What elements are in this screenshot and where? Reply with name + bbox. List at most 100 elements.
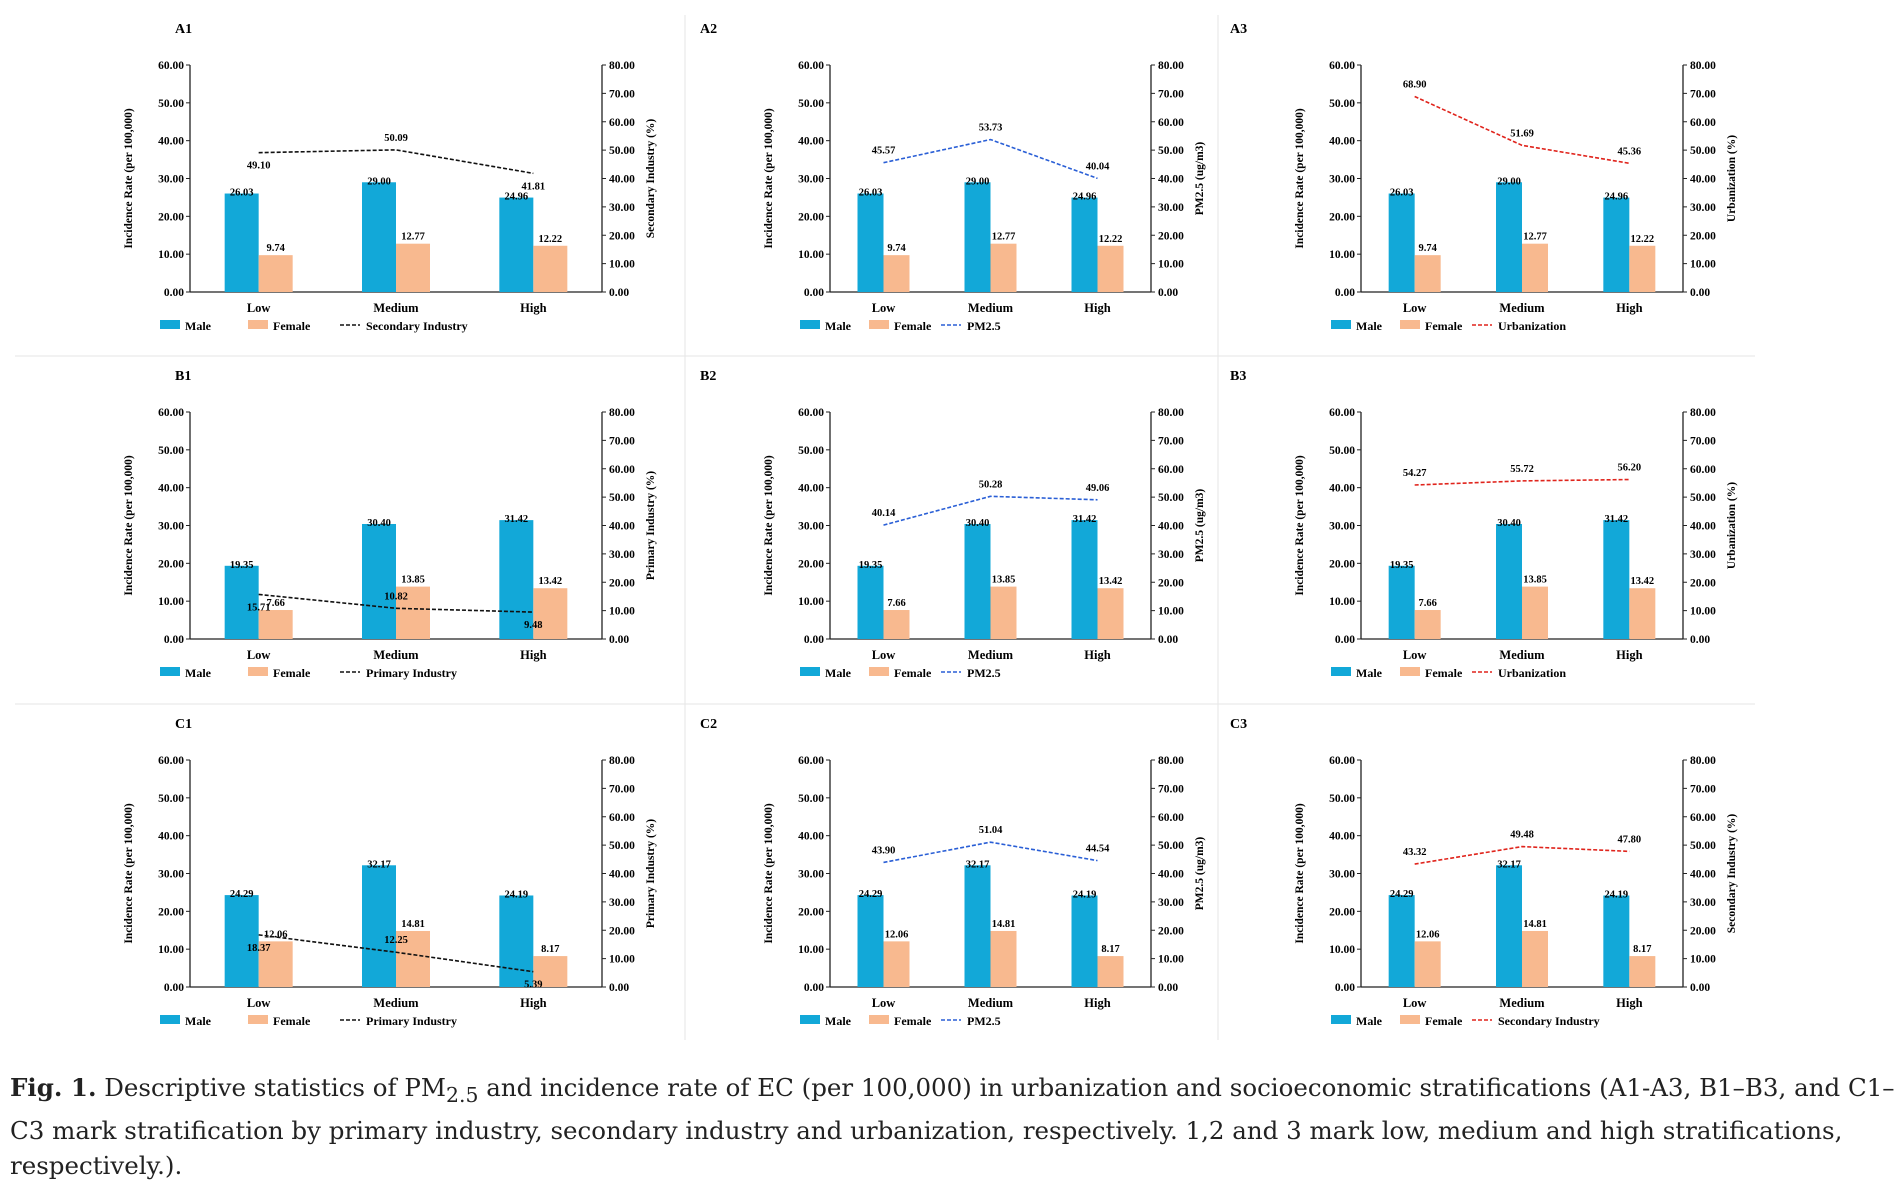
line-point-label: 18.37: [247, 943, 271, 954]
legend-label-line: Primary Industry: [366, 1014, 457, 1028]
y-tick-label: 20.00: [1329, 906, 1355, 918]
bar-label-male: 24.96: [505, 192, 529, 203]
legend-label-female: Female: [1425, 666, 1463, 680]
y2-tick-label: 80.00: [1690, 60, 1716, 72]
y-tick-label: 40.00: [1329, 831, 1355, 843]
bar-label-male: 31.42: [505, 514, 529, 525]
y-tick-label: 30.00: [798, 174, 824, 186]
panel-C3: C3 0.00 10.00 20.00 30.00 40.00 50.00 60.00 0.00…: [1230, 717, 1738, 1028]
y2-tick-label: 60.00: [1158, 812, 1184, 824]
line-pm2-5: [883, 841, 1098, 864]
bar-female-high: [1097, 956, 1124, 987]
x-tick-label: Medium: [373, 996, 419, 1010]
bar-label-female: 12.06: [1416, 929, 1440, 940]
y2-tick-label: 10.00: [1690, 259, 1716, 271]
y-tick-label: 20.00: [158, 906, 184, 918]
legend-swatch-female: [869, 1015, 889, 1024]
legend-label-male: Male: [185, 1014, 212, 1028]
y-tick-label: 60.00: [1329, 407, 1355, 419]
line-point-label: 44.54: [1086, 844, 1110, 855]
panel-C2: C2 0.00 10.00 20.00 30.00 40.00 50.00 60.00 0.00…: [700, 717, 1206, 1028]
line-point-label: 50.09: [384, 133, 408, 144]
bar-label-female: 13.85: [401, 575, 425, 586]
x-tick-label: High: [1084, 996, 1110, 1010]
y-tick-label: 10.00: [158, 249, 184, 261]
bar-female-medium: [1522, 243, 1548, 292]
bar-female-low: [883, 941, 910, 987]
y2-tick-label: 20.00: [1158, 230, 1184, 242]
y2-tick-label: 40.00: [1690, 174, 1716, 186]
panel-B1: B1 0.00 10.00 20.00 30.00 40.00 50.00 60.00 0.00…: [123, 369, 657, 680]
bar-female-low: [1414, 941, 1441, 987]
y-tick-label: 60.00: [158, 60, 184, 72]
panel-A3: A3 0.00 10.00 20.00 30.00 40.00 50.00 60.00 0.00…: [1230, 22, 1738, 333]
line-point-label: 53.73: [979, 123, 1003, 134]
y2-tick-label: 0.00: [1158, 287, 1178, 299]
y2-tick-label: 20.00: [609, 925, 635, 937]
line-point-label: 12.25: [384, 935, 408, 946]
y-tick-label: 10.00: [1329, 944, 1355, 956]
y2-tick-label: 60.00: [1690, 464, 1716, 476]
y2-tick-label: 40.00: [609, 521, 635, 533]
legend-label-male: Male: [185, 319, 212, 333]
bar-female-medium: [396, 243, 430, 292]
bar-label-female: 9.74: [266, 243, 285, 254]
y2-tick-label: 80.00: [1690, 407, 1716, 419]
x-tick-label: High: [1084, 301, 1110, 315]
y2-tick-label: 50.00: [609, 145, 635, 157]
legend-label-female: Female: [1425, 319, 1463, 333]
bar-female-medium: [396, 586, 430, 639]
y-tick-label: 60.00: [798, 60, 824, 72]
y-tick-label: 30.00: [798, 869, 824, 881]
y2-tick-label: 70.00: [609, 88, 635, 100]
line-pm2-5: [883, 495, 1098, 526]
y2-axis-title: Urbanization (%): [1726, 135, 1738, 222]
y-tick-label: 10.00: [158, 944, 184, 956]
y-tick-label: 30.00: [158, 174, 184, 186]
legend-label-line: Urbanization: [1498, 319, 1566, 333]
y-tick-label: 60.00: [158, 755, 184, 767]
y-axis-title: Incidence Rate (per 100,000): [123, 455, 135, 595]
bar-label-male: 19.35: [230, 560, 254, 571]
y2-tick-label: 20.00: [609, 230, 635, 242]
y-tick-label: 50.00: [158, 98, 184, 110]
bar-label-female: 14.81: [1523, 919, 1547, 930]
y2-tick-label: 40.00: [1158, 869, 1184, 881]
legend-label-line: Primary Industry: [366, 666, 457, 680]
y2-tick-label: 20.00: [1158, 577, 1184, 589]
panel-label-A1: A1: [175, 22, 192, 37]
bar-label-female: 9.74: [1418, 243, 1437, 254]
y2-axis-title: Primary Industry (%): [645, 819, 657, 928]
legend-swatch-male: [160, 320, 180, 329]
bar-male-high: [1071, 895, 1098, 987]
line-pm2-5: [883, 138, 1098, 180]
legend-swatch-male: [1331, 320, 1351, 329]
y-tick-label: 10.00: [798, 596, 824, 608]
bar-male-high: [1603, 520, 1630, 639]
legend-swatch-male: [160, 667, 180, 676]
bar-label-male: 24.29: [859, 889, 883, 900]
y-tick-label: 20.00: [1329, 558, 1355, 570]
figure-caption: Fig. 1. Descriptive statistics of PM2.5 …: [10, 1070, 1895, 1183]
caption-subscript: 2.5: [445, 1082, 479, 1107]
line-point-label: 56.20: [1618, 463, 1642, 474]
y2-tick-label: 0.00: [609, 634, 629, 646]
line-point-label: 40.14: [872, 508, 896, 519]
y-tick-label: 50.00: [1329, 793, 1355, 805]
legend-label-line: PM2.5: [967, 1014, 1001, 1028]
bar-label-female: 12.06: [264, 929, 288, 940]
x-tick-label: Low: [872, 996, 896, 1010]
line-primary-industry: [258, 593, 534, 613]
bar-label-male: 30.40: [1497, 518, 1521, 529]
y2-tick-label: 20.00: [1690, 577, 1716, 589]
x-tick-label: Low: [1403, 648, 1427, 662]
bar-label-female: 13.42: [1631, 576, 1655, 587]
bar-male-medium: [362, 865, 396, 987]
legend-label-female: Female: [273, 1014, 311, 1028]
legend-label-female: Female: [273, 666, 311, 680]
y2-tick-label: 70.00: [1690, 435, 1716, 447]
y2-tick-label: 80.00: [1690, 755, 1716, 767]
bar-male-low: [224, 565, 259, 639]
y2-tick-label: 10.00: [1158, 954, 1184, 966]
legend-label-line: Secondary Industry: [366, 319, 468, 333]
